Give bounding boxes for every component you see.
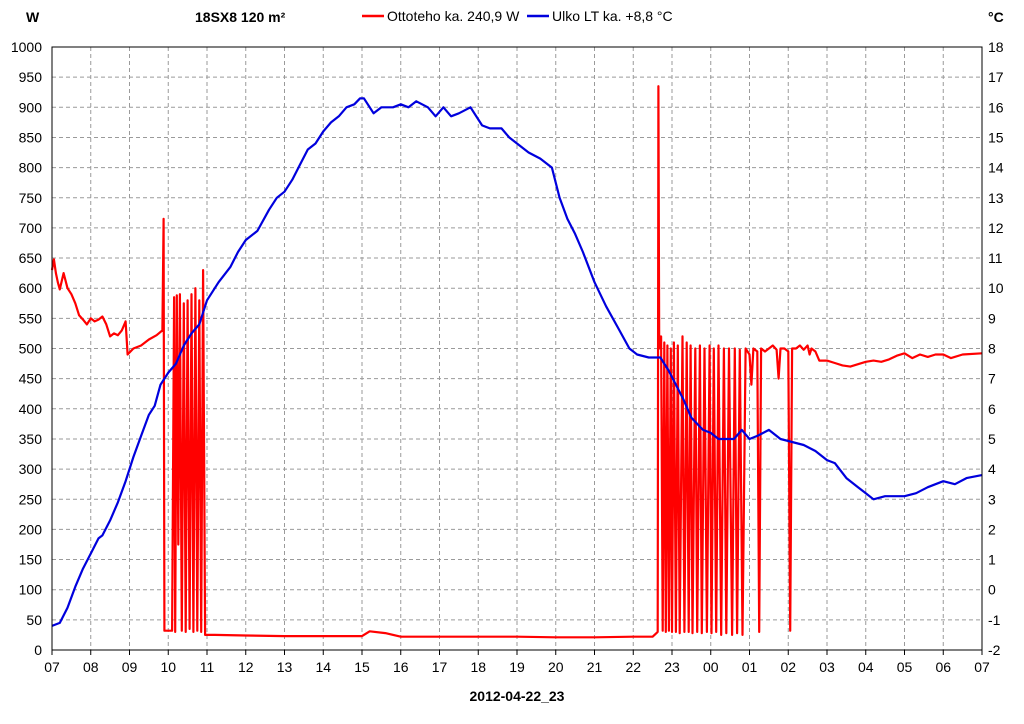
y-left-tick-label: 450 xyxy=(19,371,43,387)
y-right-tick-label: -1 xyxy=(988,612,1001,628)
y-left-tick-label: 0 xyxy=(34,642,42,658)
y-right-tick-label: 2 xyxy=(988,521,996,537)
y-right-tick-label: 18 xyxy=(988,39,1004,55)
x-tick-label: 14 xyxy=(315,659,331,675)
y-left-tick-label: 100 xyxy=(19,582,43,598)
x-tick-label: 03 xyxy=(819,659,835,675)
x-tick-label: 00 xyxy=(703,659,719,675)
grid-layer xyxy=(52,47,982,650)
y-left-tick-label: 550 xyxy=(19,310,43,326)
x-tick-label: 10 xyxy=(160,659,176,675)
x-tick-label: 09 xyxy=(122,659,138,675)
x-tick-label: 11 xyxy=(200,659,215,675)
legend-label-ottoteho: Ottoteho ka. 240,9 W xyxy=(387,8,520,24)
x-tick-label: 17 xyxy=(432,659,448,675)
chart-title: 18SX8 120 m² xyxy=(195,9,286,25)
x-tick-label: 06 xyxy=(935,659,951,675)
x-tick-label: 15 xyxy=(354,659,370,675)
y-left-tick-label: 900 xyxy=(19,99,43,115)
y-right-tick-label: 15 xyxy=(988,129,1004,145)
y-left-tick-label: 300 xyxy=(19,461,43,477)
y-left-tick-label: 350 xyxy=(19,431,43,447)
x-tick-label: 07 xyxy=(44,659,60,675)
y-left-tick-label: 250 xyxy=(19,491,43,507)
y-left-tick-label: 750 xyxy=(19,190,43,206)
x-tick-label: 07 xyxy=(974,659,990,675)
y-left-tick-label: 600 xyxy=(19,280,43,296)
y-right-tick-label: -2 xyxy=(988,642,1001,658)
y-right-tick-label: 12 xyxy=(988,220,1004,236)
legend: Ottoteho ka. 240,9 W Ulko LT ka. +8,8 °C xyxy=(362,8,673,24)
x-tick-label: 12 xyxy=(238,659,254,675)
series-layer xyxy=(50,85,983,639)
x-tick-label: 16 xyxy=(393,659,409,675)
y-right-tick-label: 0 xyxy=(988,582,996,598)
y-left-tick-label: 50 xyxy=(26,612,42,628)
y-left-tick-label: 650 xyxy=(19,250,43,266)
y-right-tick-label: 13 xyxy=(988,190,1004,206)
x-tick-label: 20 xyxy=(548,659,564,675)
y-left-tick-label: 150 xyxy=(19,552,43,568)
x-tick-label: 21 xyxy=(587,659,603,675)
left-axis-unit: W xyxy=(26,9,40,25)
y-left-tick-label: 1000 xyxy=(11,39,42,55)
y-right-tick-label: 9 xyxy=(988,310,996,326)
y-left-tick-label: 200 xyxy=(19,521,43,537)
x-tick-label: 22 xyxy=(625,659,641,675)
y-right-tick-label: 16 xyxy=(988,99,1004,115)
plot-frame xyxy=(51,46,983,651)
x-tick-label: 04 xyxy=(858,659,874,675)
y-left-tick-label: 950 xyxy=(19,69,43,85)
x-tick-label: 13 xyxy=(277,659,293,675)
y-right-tick-label: 6 xyxy=(988,401,996,417)
x-tick-label: 01 xyxy=(742,659,758,675)
y-right-tick-label: 8 xyxy=(988,341,996,357)
series-line-ottoteho xyxy=(50,85,983,639)
right-axis-unit: °C xyxy=(988,9,1004,25)
y-left-tick-label: 850 xyxy=(19,129,43,145)
y-right-tick-label: 10 xyxy=(988,280,1004,296)
axes-layer xyxy=(51,46,983,655)
y-right-tick-label: 4 xyxy=(988,461,996,477)
ticks-layer: 0501001502002503003504004505005506006507… xyxy=(11,39,1004,675)
x-tick-label: 18 xyxy=(470,659,486,675)
y-right-tick-label: 14 xyxy=(988,160,1004,176)
y-left-tick-label: 400 xyxy=(19,401,43,417)
y-right-tick-label: 3 xyxy=(988,491,996,507)
x-tick-label: 08 xyxy=(83,659,99,675)
y-right-tick-label: 1 xyxy=(988,552,996,568)
y-left-tick-label: 500 xyxy=(19,341,43,357)
y-right-tick-label: 11 xyxy=(988,250,1003,266)
x-tick-label: 02 xyxy=(780,659,796,675)
legend-label-ulko: Ulko LT ka. +8,8 °C xyxy=(552,8,673,24)
x-axis-label: 2012-04-22_23 xyxy=(470,688,565,704)
y-left-tick-label: 800 xyxy=(19,160,43,176)
x-tick-label: 05 xyxy=(897,659,913,675)
y-right-tick-label: 5 xyxy=(988,431,996,447)
y-left-tick-label: 700 xyxy=(19,220,43,236)
y-right-tick-label: 17 xyxy=(988,69,1004,85)
y-right-tick-label: 7 xyxy=(988,371,996,387)
x-tick-label: 23 xyxy=(664,659,680,675)
x-tick-label: 19 xyxy=(509,659,525,675)
series-line-ulko-lt xyxy=(51,97,983,627)
